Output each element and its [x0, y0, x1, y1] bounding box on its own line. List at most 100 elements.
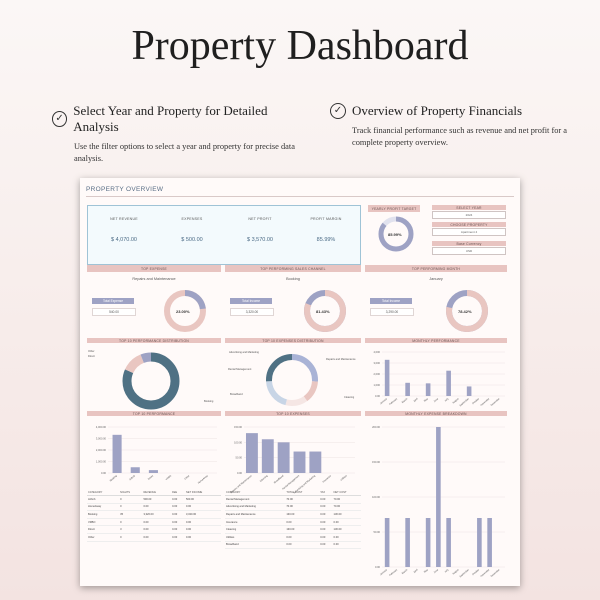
table-cell: Advertising and Marketing — [225, 503, 286, 512]
bar — [487, 518, 492, 567]
table-row: Utilities 0.00 0.00 0.00 — [225, 533, 361, 542]
table-row: Direct 3 0.00 0.00 0.00 — [87, 525, 221, 534]
table-cell: 0.00 — [185, 503, 221, 512]
table-cell: Broadband — [225, 541, 286, 550]
donut-fill — [304, 290, 346, 332]
year-select[interactable]: 2024 — [432, 211, 506, 219]
kpi-label: PROFIT MARGIN — [310, 217, 342, 221]
y-tick-label: 200.00 — [372, 425, 380, 429]
table-cell: 3 — [119, 525, 143, 534]
x-tick-label: August — [452, 568, 460, 575]
x-tick-label: Other — [184, 474, 191, 480]
x-tick-label: VRBO — [165, 474, 172, 481]
y-tick-label: 1,000 — [374, 383, 381, 387]
donut-fill — [164, 290, 206, 332]
x-tick-label: July — [444, 568, 450, 574]
table-cell: Other — [87, 533, 120, 542]
total-expense-label: Total Expense — [92, 298, 134, 304]
y-tick-label: 2,000.00 — [96, 448, 107, 452]
table-cell: Airbnb — [87, 495, 120, 504]
table-cell: 0.00 — [171, 510, 185, 519]
x-tick-label: January — [379, 568, 388, 576]
table-cell: Utilities — [225, 533, 286, 542]
top-month-donut — [446, 290, 488, 332]
y-tick-label: 100.00 — [234, 440, 242, 444]
table-cell: 0.00 — [171, 533, 185, 542]
month-income-value: 3,290.00 — [370, 308, 414, 316]
dashboard-title: PROPERTY OVERVIEW — [86, 186, 164, 193]
y-tick-label: 0.00 — [101, 471, 107, 475]
bar — [293, 451, 306, 473]
table-cell: 0.00 — [285, 541, 320, 550]
perf-dist-label: Booking — [204, 400, 214, 403]
table-cell: Booking — [87, 510, 120, 519]
y-tick-label: 2,000 — [374, 372, 381, 376]
kpi-value: $ 500.00 — [181, 237, 203, 243]
bar — [446, 370, 451, 396]
bar — [425, 383, 431, 396]
table-cell: 0.00 — [185, 525, 221, 534]
table-cell: 0.00 — [319, 533, 333, 542]
table-cell: 70.00 — [285, 495, 320, 504]
x-tick-label: June — [433, 397, 439, 403]
currency-select[interactable]: USD — [432, 247, 506, 255]
table-cell: HomeAway — [87, 503, 120, 512]
table-cell: 3,320.00 — [185, 510, 221, 519]
y-tick-label: 4,000.00 — [96, 425, 107, 429]
top-expense-donut — [164, 290, 206, 332]
x-tick-label: Utilities — [340, 474, 348, 482]
table-cell: 0.00 — [142, 533, 172, 542]
kpi-profit-margin: PROFIT MARGIN 85.99% — [292, 217, 360, 243]
x-tick-label: December — [490, 397, 501, 407]
yearly-target-donut — [378, 216, 414, 252]
feature-overview: ✓ Overview of Property Financials Track … — [330, 103, 580, 149]
table-cell: 0.00 — [171, 518, 185, 527]
table-cell: Repairs and Maintenance — [225, 510, 286, 519]
bar — [384, 518, 390, 567]
exp-dist-label: Cleaning — [344, 396, 355, 399]
x-tick-label: November — [480, 397, 491, 407]
bar — [477, 518, 482, 567]
kpi-label: NET PROFIT — [248, 217, 272, 221]
month-income-label: Total Income — [370, 298, 412, 304]
currency-label: Base Currency — [432, 241, 506, 246]
x-tick-label: September — [459, 397, 470, 407]
feature-title: Overview of Property Financials — [352, 103, 523, 118]
perf-dist-label: Direct — [88, 355, 95, 358]
feature-title: Select Year and Property for Detailed An… — [73, 103, 268, 134]
bar — [436, 427, 441, 567]
col-header: NIGHTS — [119, 490, 143, 496]
col-header: CATEGORY — [87, 490, 120, 496]
col-header: NET INCOME — [185, 490, 221, 496]
top-channel-name: Booking — [286, 277, 300, 281]
table-row: Insurance 0.00 0.00 0.00 — [225, 518, 361, 527]
property-select[interactable]: Apartment 4 — [432, 228, 506, 236]
table-cell: Rental Management — [225, 495, 286, 504]
x-tick-label: March — [401, 397, 409, 404]
y-tick-label: 50.00 — [236, 456, 243, 460]
total-expense-value: 540.00 — [92, 308, 136, 316]
table-cell: 0.00 — [319, 510, 333, 519]
top-channel-header: TOP PERFORMING SALES CHANNEL — [225, 265, 361, 272]
check-circle-icon: ✓ — [330, 103, 346, 119]
donut-slice — [266, 354, 318, 406]
monthly-exp-header: MONTHLY EXPENSE BREAKDOWN — [365, 411, 507, 416]
bar — [446, 518, 451, 567]
y-tick-label: 3,000 — [374, 361, 381, 365]
yearly-target-pct: 85.99% — [388, 232, 402, 237]
feature-year-property: ✓ Select Year and Property for Detailed … — [52, 103, 302, 165]
table-cell: 0.00 — [185, 518, 221, 527]
table-cell: 0.00 — [319, 495, 333, 504]
perf-distribution-donut — [122, 352, 180, 410]
table-cell: 0.00 — [142, 503, 172, 512]
table-cell: 0.00 — [171, 525, 185, 534]
table-cell: 0.00 — [319, 525, 333, 534]
exp-distribution-donut — [266, 354, 318, 406]
monthly-perf-header: MONTHLY PERFORMANCE — [365, 338, 507, 343]
y-tick-label: 50.00 — [374, 530, 381, 534]
top-expense-header: TOP EXPENSE — [87, 265, 221, 272]
kpi-summary: NET REVENUE $ 4,070.00 EXPENSES $ 500.00… — [87, 205, 361, 265]
exp-dist-label: Repairs and Maintenance — [326, 358, 356, 361]
x-tick-label: March — [401, 568, 409, 575]
